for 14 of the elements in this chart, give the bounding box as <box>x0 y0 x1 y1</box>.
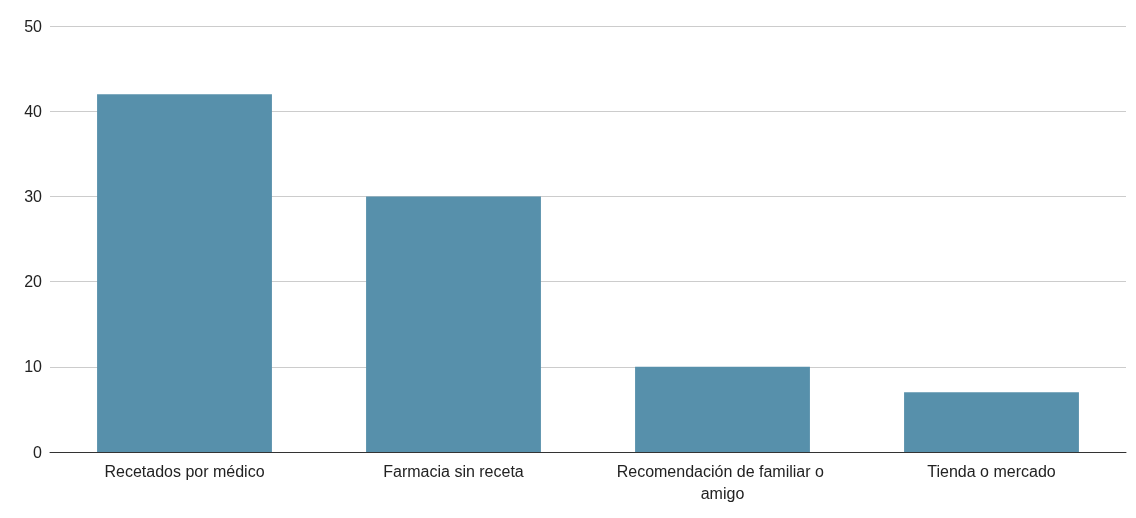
x-tick-label: Recomendación de familiar o amigo <box>616 462 829 502</box>
y-tick-label: 20 <box>24 273 43 291</box>
y-tick-label: 30 <box>24 187 43 205</box>
y-tick-label: 10 <box>24 358 43 376</box>
bar <box>904 392 1079 452</box>
bar <box>635 366 810 452</box>
x-tick-label: Tienda o mercado <box>927 462 1056 480</box>
bar <box>366 196 541 452</box>
y-tick-label: 50 <box>24 17 43 35</box>
bar <box>97 94 272 452</box>
y-tick-label: 40 <box>24 102 43 120</box>
x-tick-label: Recetados por médico <box>104 462 265 480</box>
y-tick-label: 0 <box>33 443 43 461</box>
x-tick-label: Farmacia sin receta <box>383 462 524 480</box>
